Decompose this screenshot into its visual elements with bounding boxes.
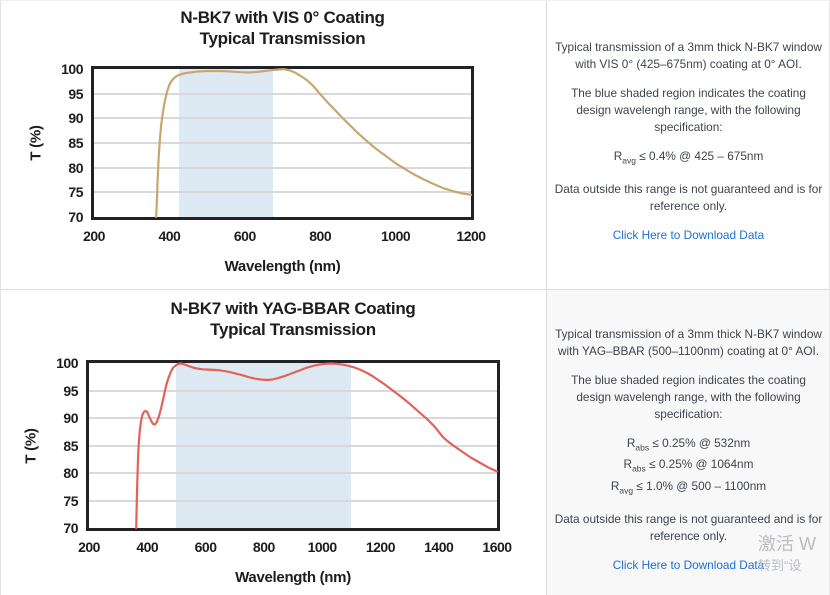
watermark-line2: 转到“设 bbox=[758, 558, 802, 573]
curve-canvas bbox=[155, 68, 473, 219]
description-text: Typical transmission of a 3mm thick N-BK… bbox=[555, 327, 822, 358]
y-axis-label: T (%) bbox=[27, 125, 45, 161]
x-tick-label: 1600 bbox=[482, 539, 512, 555]
spec-list: Rabs ≤ 0.25% @ 532nm Rabs ≤ 0.25% @ 1064n… bbox=[553, 435, 824, 499]
y-tick-label: 100 bbox=[56, 355, 78, 371]
x-tick-label: 1000 bbox=[381, 228, 411, 244]
transmission-curve bbox=[155, 68, 473, 219]
y-tick-label: 90 bbox=[68, 110, 83, 127]
x-tick-label: 800 bbox=[309, 228, 332, 244]
description-cell-vis0: Typical transmission of a 3mm thick N-BK… bbox=[546, 1, 829, 289]
x-tick-label: 400 bbox=[136, 539, 159, 555]
y-tick-label: 70 bbox=[68, 209, 83, 225]
gridline bbox=[94, 166, 471, 169]
plot-area bbox=[91, 66, 474, 220]
download-data-link[interactable]: Click Here to Download Data bbox=[612, 228, 765, 243]
y-tick-label: 75 bbox=[68, 184, 83, 201]
description-cell-yagbbar: Typical transmission of a 3mm thick N-BK… bbox=[546, 289, 829, 595]
windows-activation-watermark: 激活 W 转到“设 bbox=[758, 532, 829, 576]
disclaimer-text: Data outside this range is not guarantee… bbox=[554, 182, 823, 214]
gridline bbox=[94, 92, 471, 95]
disclaimer-text: Data outside this range is not guarantee… bbox=[554, 512, 823, 544]
chart-title: N-BK7 with VIS 0° Coating bbox=[180, 8, 385, 27]
chart-header: N-BK7 with VIS 0° Coating Typical Transm… bbox=[91, 7, 474, 49]
y-axis-label: T (%) bbox=[22, 427, 40, 464]
y-tick-label: 95 bbox=[68, 85, 83, 102]
x-axis-label: Wavelength (nm) bbox=[235, 569, 351, 586]
spec-line: Rabs ≤ 0.25% @ 532nm bbox=[626, 436, 751, 453]
x-tick-label: 400 bbox=[158, 228, 181, 244]
chart-title: N-BK7 with YAG-BBAR Coating bbox=[170, 299, 416, 318]
transmission-curve bbox=[135, 362, 499, 530]
y-tick-label: 85 bbox=[63, 437, 78, 454]
x-tick-label: 1000 bbox=[307, 539, 338, 555]
spec-line: Ravg ≤ 1.0% @ 500 – 1100nm bbox=[610, 478, 767, 496]
x-axis-label: Wavelength (nm) bbox=[224, 258, 341, 275]
plot-area bbox=[86, 360, 500, 531]
watermark-line1: 激活 W bbox=[758, 534, 816, 554]
chart-cell-vis0: N-BK7 with VIS 0° Coating Typical Transm… bbox=[1, 1, 546, 289]
gridline bbox=[94, 117, 471, 120]
description-text: Typical transmission of a 3mm thick N-BK… bbox=[555, 40, 822, 71]
gridline bbox=[94, 191, 471, 194]
x-tick-label: 1400 bbox=[424, 539, 454, 555]
chart-cell-yagbbar: N-BK7 with YAG-BBAR Coating Typical Tran… bbox=[1, 289, 546, 595]
x-tick-label: 200 bbox=[78, 539, 100, 555]
y-tick-label: 100 bbox=[61, 61, 83, 77]
x-tick-label: 600 bbox=[233, 228, 256, 244]
shaded-region-note: The blue shaded region indicates the coa… bbox=[571, 86, 806, 134]
gridline bbox=[89, 417, 497, 419]
curve-canvas bbox=[135, 362, 499, 530]
spec-line: Rabs ≤ 0.25% @ 1064nm bbox=[623, 457, 754, 474]
x-tick-label: 800 bbox=[252, 539, 275, 555]
spec-list: Ravg ≤ 0.4% @ 425 – 675nm bbox=[553, 148, 824, 169]
y-tick-label: 80 bbox=[63, 465, 78, 481]
shaded-region-note: The blue shaded region indicates the coa… bbox=[571, 373, 806, 421]
x-tick-label: 600 bbox=[194, 539, 217, 555]
spec-line: Ravg ≤ 0.4% @ 425 – 675nm bbox=[613, 149, 764, 166]
gridline bbox=[89, 472, 497, 474]
gridline bbox=[94, 142, 471, 144]
description-panel: Typical transmission of a 3mm thick N-BK… bbox=[553, 39, 824, 244]
x-tick-label: 200 bbox=[83, 228, 105, 244]
chart-subtitle: Typical Transmission bbox=[199, 29, 366, 48]
y-tick-label: 85 bbox=[68, 135, 83, 151]
download-data-link[interactable]: Click Here to Download Data bbox=[612, 558, 765, 573]
x-tick-label: 1200 bbox=[365, 539, 396, 555]
y-tick-label: 90 bbox=[63, 410, 78, 426]
y-tick-label: 80 bbox=[68, 159, 83, 176]
gridline bbox=[89, 499, 497, 502]
y-tick-label: 70 bbox=[63, 520, 78, 536]
y-tick-label: 95 bbox=[63, 382, 78, 399]
y-tick-label: 75 bbox=[63, 492, 78, 509]
gridline bbox=[89, 444, 497, 447]
gridline bbox=[89, 389, 497, 392]
x-tick-label: 1200 bbox=[456, 228, 486, 244]
chart-header: N-BK7 with YAG-BBAR Coating Typical Tran… bbox=[86, 298, 500, 340]
chart-subtitle: Typical Transmission bbox=[210, 320, 376, 339]
description-panel: Typical transmission of a 3mm thick N-BK… bbox=[553, 326, 824, 574]
